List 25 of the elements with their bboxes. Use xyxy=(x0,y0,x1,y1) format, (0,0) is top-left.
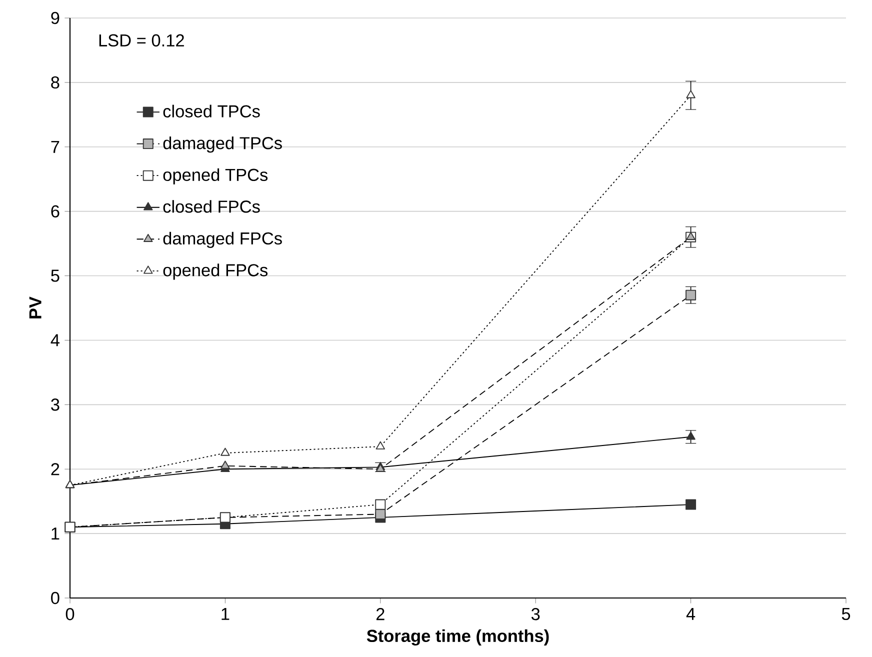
y-tick-label: 8 xyxy=(51,76,60,89)
x-tick-label: 4 xyxy=(686,608,696,620)
y-tick-label: 5 xyxy=(51,270,60,282)
annotation: LSD = 0.12 xyxy=(99,34,184,47)
y-tick-label: 1 xyxy=(52,528,60,540)
x-tick-label: 5 xyxy=(842,608,850,620)
legend-label: damaged TPCs xyxy=(163,136,282,153)
legend-label: closed TPCs xyxy=(163,104,260,118)
legend-label: opened FPCs xyxy=(163,264,268,280)
x-tick-label: 3 xyxy=(531,608,540,620)
legend-label: opened TPCs xyxy=(163,168,268,184)
y-tick-label: 7 xyxy=(51,140,60,153)
y-tick-label: 6 xyxy=(51,205,60,218)
x-tick-label: 2 xyxy=(376,608,384,620)
y-axis-title: PV xyxy=(29,296,42,318)
x-tick-label: 1 xyxy=(222,608,230,620)
legend-label: damaged FPCs xyxy=(163,232,282,248)
legend-label: closed FPCs xyxy=(163,200,260,213)
x-tick-label: 0 xyxy=(66,608,74,620)
y-tick-label: 9 xyxy=(51,12,60,24)
y-tick-label: 3 xyxy=(51,398,60,411)
y-tick-label: 0 xyxy=(51,592,60,604)
x-axis-title: Storage time (months) xyxy=(366,629,549,646)
y-tick-label: 2 xyxy=(51,463,60,476)
y-tick-label: 4 xyxy=(50,334,60,346)
